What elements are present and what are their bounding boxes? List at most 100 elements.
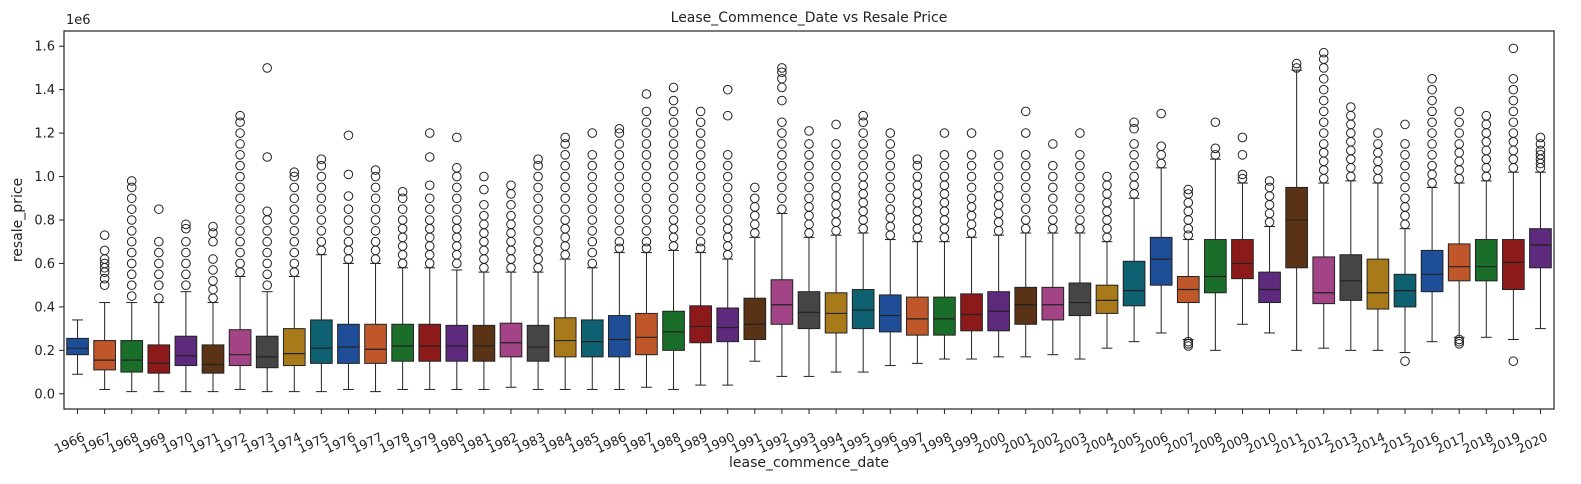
box <box>391 323 414 362</box>
outlier-point <box>126 291 137 301</box>
box-group <box>120 176 144 393</box>
outlier-point <box>939 197 950 208</box>
outlier-point <box>668 171 679 182</box>
outlier-point <box>479 219 489 230</box>
outlier-point <box>831 199 841 210</box>
outlier-point <box>587 182 598 193</box>
outlier-point <box>289 215 300 225</box>
outlier-point <box>695 182 706 193</box>
outlier-point <box>1318 47 1329 58</box>
outlier-point <box>939 189 950 199</box>
outlier-point <box>126 176 137 186</box>
outlier-point <box>858 117 868 128</box>
outlier-point <box>641 171 652 182</box>
box-group <box>933 128 956 360</box>
outlier-point <box>1183 230 1194 241</box>
outlier-point <box>912 171 923 182</box>
outlier-point <box>126 236 137 247</box>
box <box>1041 286 1065 321</box>
outlier-point <box>1346 171 1356 182</box>
outlier-point <box>506 199 516 210</box>
outlier-point <box>560 193 570 204</box>
outlier-point <box>1508 163 1519 173</box>
outlier-point <box>722 193 733 204</box>
outlier-point <box>1183 223 1194 234</box>
box-group <box>797 126 821 377</box>
outlier-point <box>262 215 272 225</box>
outlier-point <box>641 226 652 236</box>
box-group <box>282 167 306 393</box>
outlier-point <box>777 117 787 128</box>
outlier-point <box>397 193 408 204</box>
outlier-point <box>181 280 191 290</box>
outlier-point <box>1020 182 1031 193</box>
outlier-point <box>1427 128 1437 138</box>
outlier-point <box>1264 199 1275 210</box>
outlier-point <box>397 249 408 260</box>
outlier-point <box>1075 128 1085 138</box>
outlier-point <box>831 171 841 182</box>
outlier-point <box>181 223 191 234</box>
box <box>66 337 89 356</box>
outlier-point <box>1075 182 1085 193</box>
outlier-point <box>1373 165 1383 175</box>
outlier-point <box>722 232 733 243</box>
box-group <box>635 89 658 388</box>
outlier-point <box>1400 182 1410 193</box>
outlier-point <box>1454 106 1464 117</box>
outlier-point <box>804 210 814 221</box>
outlier-point <box>560 182 570 193</box>
outlier-point <box>235 128 245 138</box>
outlier-point <box>695 139 706 149</box>
outlier-point <box>1129 150 1139 160</box>
box-group <box>1122 117 1146 343</box>
box <box>1014 286 1038 325</box>
outlier-point <box>966 171 977 182</box>
outlier-point <box>641 160 652 171</box>
outlier-point <box>885 128 896 138</box>
outlier-point <box>668 182 679 193</box>
outlier-point <box>208 254 218 264</box>
outlier-point <box>126 215 137 225</box>
outlier-point <box>1454 139 1464 149</box>
outlier-point <box>614 236 625 247</box>
outlier-point <box>858 139 868 149</box>
outlier-point <box>858 150 868 160</box>
outlier-point <box>533 254 543 264</box>
outlier-point <box>1048 193 1058 204</box>
outlier-point <box>1400 171 1410 182</box>
outlier-point <box>1318 106 1329 117</box>
outlier-point <box>1020 215 1031 225</box>
box-group <box>716 84 740 386</box>
outlier-point <box>722 241 733 251</box>
box <box>1447 243 1471 282</box>
y-tick-label: 0.0 <box>34 387 55 402</box>
outlier-point <box>316 182 327 193</box>
outlier-point <box>587 215 598 225</box>
outlier-point <box>181 236 191 247</box>
box-group <box>1529 132 1552 330</box>
outlier-point <box>560 215 570 225</box>
outlier-point <box>777 128 787 138</box>
outlier-point <box>1318 147 1329 158</box>
box <box>1420 249 1444 293</box>
outlier-point <box>966 150 977 160</box>
outlier-point <box>126 280 137 290</box>
outlier-point <box>99 258 110 269</box>
outlier-point <box>966 202 977 212</box>
outlier-point <box>208 221 218 232</box>
outlier-point <box>1020 150 1031 160</box>
outlier-point <box>452 163 462 173</box>
outlier-point <box>750 182 760 193</box>
outlier-point <box>831 119 841 130</box>
outlier-point <box>587 236 598 247</box>
outlier-point <box>804 193 814 204</box>
outlier-point <box>370 254 381 264</box>
outlier-point <box>1508 117 1519 128</box>
outlier-point <box>668 150 679 160</box>
outlier-point <box>506 245 516 256</box>
outlier-point <box>316 226 327 236</box>
outlier-point <box>885 230 896 241</box>
outlier-point <box>858 160 868 171</box>
outlier-point <box>1400 210 1410 221</box>
